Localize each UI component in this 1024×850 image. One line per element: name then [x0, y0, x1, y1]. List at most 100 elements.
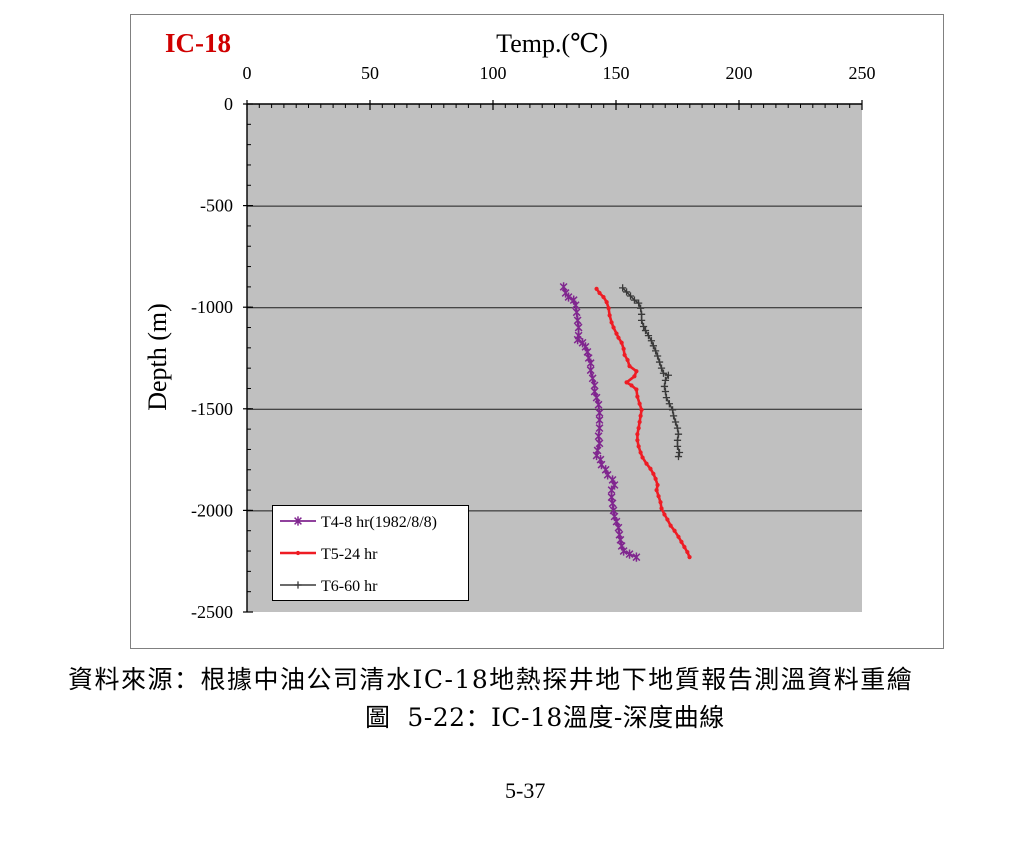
series-1-point [588, 373, 597, 383]
x-tick-label: 100 [480, 63, 507, 83]
series-2-point [634, 387, 639, 392]
series-1-point [571, 300, 580, 310]
legend-entry: T4-8 hr(1982/8/8) [280, 514, 437, 531]
series-1-point [573, 335, 582, 345]
x-tick-label: 200 [726, 63, 753, 83]
y-tick-label: -500 [200, 196, 233, 216]
x-axis-label: Temp.(℃) [496, 29, 608, 58]
series-2-point [611, 325, 616, 330]
legend-swatch-marker [295, 550, 301, 556]
series-3-point [622, 288, 631, 296]
series-2-point [604, 300, 609, 305]
temperature-depth-chart: 0 50 100 150 200 250 0 -500 -1000 -1500 -2000 -2500… [130, 14, 944, 649]
series-1-point [595, 438, 604, 448]
series-1-point [573, 315, 582, 326]
x-tick-label: 150 [603, 63, 630, 83]
series-3-point [662, 394, 671, 402]
series-3-point [637, 316, 646, 325]
series-3-point [671, 418, 680, 426]
series-2-point [614, 331, 619, 336]
series-3-point [669, 412, 678, 420]
series-2-point [606, 306, 611, 311]
x-tick-label: 50 [361, 63, 379, 83]
y-tick-label: -1500 [191, 399, 233, 419]
legend-entry: T5-24 hr [280, 546, 378, 563]
series-2-point [636, 444, 641, 449]
series-1-point [616, 535, 625, 545]
series-3-point [661, 376, 670, 384]
series-3-point [673, 424, 682, 432]
series-3-point [637, 304, 645, 312]
series-2-point [687, 555, 692, 560]
y-axis-label: Depth (m) [143, 303, 172, 411]
series-3-point [668, 406, 677, 414]
series-3-point [659, 369, 668, 377]
series-2-point [662, 512, 667, 517]
axes: 0 50 100 150 200 250 0 -500 -1000 -1500 -2000 -2500 [191, 63, 876, 622]
series-2-point [619, 340, 624, 345]
series-1-point [608, 498, 617, 508]
series-3-point [652, 347, 660, 355]
series-1-point [609, 505, 618, 515]
series-2-point [625, 357, 630, 363]
series-2-point [601, 294, 606, 300]
series-2-point [594, 286, 599, 292]
page-number: 5-37 [505, 778, 546, 803]
series-3-point [630, 296, 639, 304]
series-3-point [619, 284, 627, 292]
series-2-point [665, 517, 670, 522]
series-3-point [661, 387, 670, 396]
legend-label: T5-24 hr [321, 546, 378, 563]
series-1-point [607, 492, 616, 502]
x-tick-label: 0 [243, 63, 252, 83]
series-2-point [624, 380, 629, 385]
series-3-point [657, 364, 666, 372]
series-1-point [595, 415, 604, 425]
series-2-point [638, 413, 643, 419]
series-2 [594, 286, 692, 560]
series-3-point [647, 337, 656, 345]
series-1-point [595, 423, 604, 433]
series-3-point [675, 448, 684, 457]
series-3-point [635, 299, 643, 307]
source-note: 資料來源：根據中油公司清水IC-18地熱探井地下地質報告測溫資料重繪 [68, 665, 914, 694]
series-2-point [635, 432, 640, 437]
figure-caption: 圖 5-22：IC-18溫度-深度曲線 [365, 703, 725, 732]
series-3-point [655, 358, 664, 366]
data-series [559, 282, 692, 562]
series-3-point [674, 452, 683, 461]
series-2-point [634, 369, 639, 374]
series-2-point [672, 528, 677, 533]
series-2-point [644, 461, 649, 466]
series-1-point [632, 552, 641, 562]
series-2-point [637, 419, 642, 425]
series-2-point [658, 500, 663, 505]
series-2-point [597, 290, 602, 296]
legend-label: T4-8 hr(1982/8/8) [321, 514, 437, 531]
y-tick-label: -1000 [191, 297, 233, 317]
series-2-point [676, 534, 681, 539]
series-2-point [627, 364, 632, 369]
series-2-point [622, 352, 627, 358]
series-3-point [660, 382, 669, 391]
series-1 [559, 282, 641, 562]
chart-title: IC-18 [165, 28, 231, 58]
series-2-point [609, 320, 614, 325]
series-2-point [653, 476, 658, 482]
series-2-point [616, 335, 621, 340]
series-1-point [614, 523, 623, 533]
series-2-point [637, 401, 642, 406]
series-2-point [635, 438, 640, 443]
series-3-point [644, 332, 653, 340]
series-3-point [641, 326, 650, 335]
series-3-point [653, 352, 662, 360]
y-tick-label: -2500 [191, 602, 233, 622]
series-1-point [594, 400, 603, 410]
series-1-point [586, 365, 595, 375]
series-2-point [651, 471, 656, 476]
series-3-point [637, 310, 646, 318]
series-2-point [640, 455, 645, 460]
legend-swatch-marker [294, 516, 302, 526]
series-3-point [664, 371, 672, 379]
series-2-point [636, 426, 641, 431]
